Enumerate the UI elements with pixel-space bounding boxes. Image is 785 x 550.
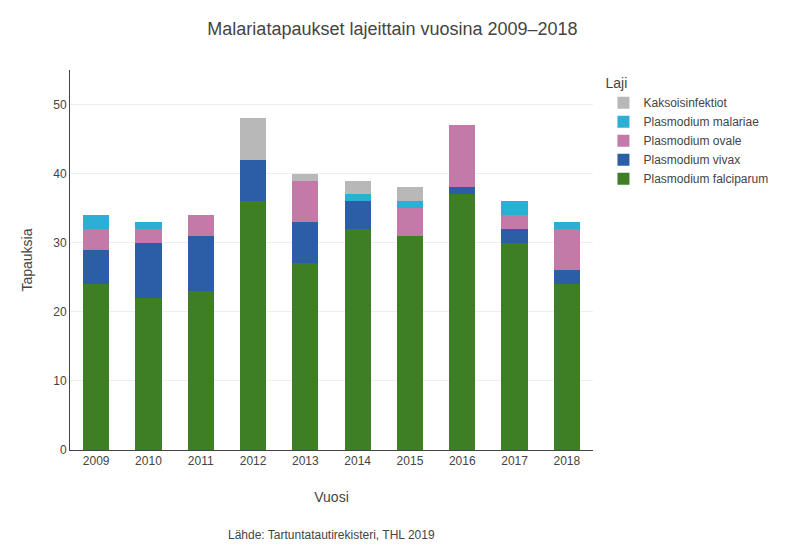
svg-text:Plasmodium malariae: Plasmodium malariae — [643, 115, 759, 129]
svg-text:Laji: Laji — [605, 75, 627, 91]
svg-text:2012: 2012 — [240, 454, 267, 468]
svg-text:40: 40 — [53, 167, 67, 181]
svg-text:Vuosi: Vuosi — [314, 489, 349, 505]
svg-text:2017: 2017 — [501, 454, 528, 468]
svg-text:2018: 2018 — [553, 454, 580, 468]
svg-text:10: 10 — [53, 374, 67, 388]
svg-text:30: 30 — [53, 236, 67, 250]
svg-text:2013: 2013 — [292, 454, 319, 468]
svg-text:Plasmodium ovale: Plasmodium ovale — [643, 134, 741, 148]
svg-text:20: 20 — [53, 305, 67, 319]
svg-text:Malariatapaukset lajeittain vu: Malariatapaukset lajeittain vuosina 2009… — [207, 19, 577, 39]
svg-text:Lähde: Tartuntatautirekisteri,: Lähde: Tartuntatautirekisteri, THL 2019 — [228, 528, 435, 542]
svg-text:Plasmodium falciparum: Plasmodium falciparum — [643, 172, 768, 186]
svg-text:2009: 2009 — [83, 454, 110, 468]
svg-text:2014: 2014 — [344, 454, 371, 468]
svg-text:2011: 2011 — [188, 454, 214, 468]
svg-text:Kaksoisinfektiot: Kaksoisinfektiot — [643, 96, 727, 110]
svg-text:Tapauksia: Tapauksia — [19, 228, 35, 291]
svg-text:0: 0 — [60, 443, 67, 457]
svg-text:50: 50 — [53, 98, 67, 112]
svg-text:2010: 2010 — [135, 454, 162, 468]
svg-text:2016: 2016 — [449, 454, 476, 468]
svg-text:Plasmodium vivax: Plasmodium vivax — [643, 153, 740, 167]
svg-text:2015: 2015 — [397, 454, 424, 468]
